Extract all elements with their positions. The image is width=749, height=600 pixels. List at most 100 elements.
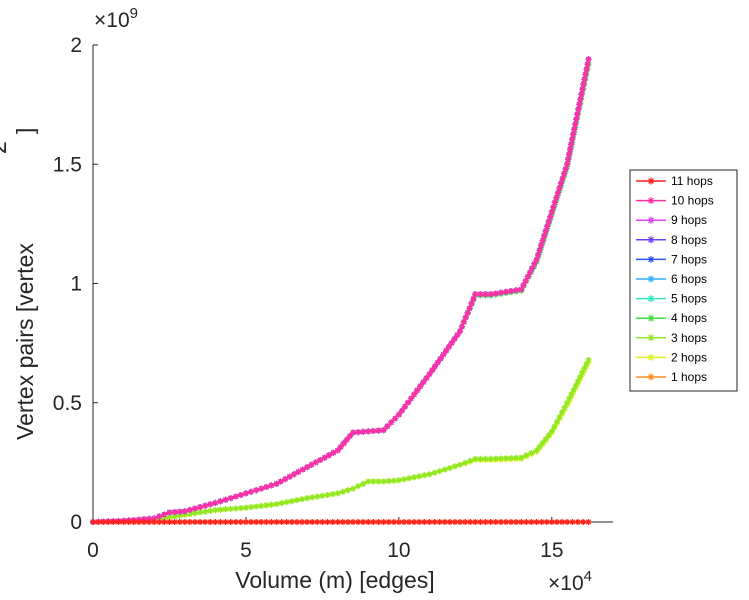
legend-label: 2 hops <box>671 350 707 364</box>
y-tick-label: 1.5 <box>53 153 82 176</box>
data-point <box>277 478 284 485</box>
data-point <box>293 519 300 525</box>
data-point <box>314 519 321 525</box>
data-point <box>227 519 234 525</box>
data-point <box>559 519 566 525</box>
data-point <box>237 491 244 498</box>
data-point <box>437 355 444 362</box>
data-point <box>523 519 530 525</box>
data-point <box>571 126 578 133</box>
data-point <box>207 507 214 514</box>
data-point <box>176 508 183 515</box>
data-point <box>227 505 234 512</box>
data-point <box>299 519 306 525</box>
legend-item-4-hops: 4 hops <box>636 311 707 325</box>
data-point <box>151 519 158 525</box>
data-point <box>232 505 239 512</box>
data-point <box>365 478 372 485</box>
data-point <box>283 519 290 525</box>
y-axis-title-superscript: 2 <box>0 141 11 154</box>
data-point <box>559 409 566 416</box>
data-point <box>197 509 204 516</box>
data-point <box>258 502 265 509</box>
data-point <box>346 433 353 440</box>
data-point <box>585 519 592 525</box>
data-point <box>197 519 204 525</box>
legend-label: 5 hops <box>671 292 707 306</box>
data-point <box>441 519 448 525</box>
data-point <box>248 488 255 495</box>
data-point <box>570 131 577 138</box>
data-point <box>576 373 583 380</box>
data-point <box>171 509 178 516</box>
data-point <box>513 454 520 461</box>
data-point <box>375 478 382 485</box>
data-point <box>375 427 382 434</box>
data-point <box>176 519 183 525</box>
data-point <box>222 496 229 503</box>
legend-marker <box>647 353 655 361</box>
data-point <box>472 291 479 298</box>
data-point <box>421 472 428 479</box>
data-point <box>166 519 173 525</box>
data-point <box>299 496 306 503</box>
data-point <box>492 519 499 525</box>
data-point <box>535 251 542 258</box>
data-point <box>448 339 455 346</box>
data-point <box>355 483 362 490</box>
data-point <box>487 519 494 525</box>
data-point <box>541 232 548 239</box>
data-point <box>464 309 471 316</box>
y-axis-title: Vertex pairs [vertex 2 ] <box>0 128 38 440</box>
data-point <box>202 502 209 509</box>
data-point <box>579 369 586 376</box>
data-point <box>100 519 107 525</box>
data-point <box>564 399 571 406</box>
data-point <box>380 427 387 434</box>
data-point <box>166 514 173 521</box>
data-point <box>548 519 555 525</box>
data-point <box>426 519 433 525</box>
data-point <box>337 443 344 450</box>
data-point <box>482 291 489 298</box>
data-point <box>585 356 592 363</box>
data-point <box>458 323 465 330</box>
legend-item-2-hops: 2 hops <box>636 350 707 364</box>
data-point <box>502 288 509 295</box>
data-point <box>110 519 117 525</box>
data-point <box>585 56 592 63</box>
data-point <box>562 166 569 173</box>
legend-marker <box>647 216 655 224</box>
data-point <box>411 519 418 525</box>
data-point <box>426 471 433 478</box>
data-point <box>508 288 515 295</box>
data-point <box>497 455 504 462</box>
data-point <box>309 519 316 525</box>
data-point <box>293 497 300 504</box>
data-point <box>360 519 367 525</box>
data-point <box>186 511 193 518</box>
data-point <box>253 487 260 494</box>
legend-marker <box>647 236 655 244</box>
data-point <box>191 510 198 517</box>
data-point <box>339 488 346 495</box>
data-point <box>477 455 484 462</box>
data-point <box>344 487 351 494</box>
data-point <box>227 495 234 502</box>
data-point <box>460 318 467 325</box>
data-point <box>462 519 469 525</box>
data-point <box>339 519 346 525</box>
data-point <box>584 61 591 68</box>
data-point <box>288 498 295 505</box>
data-point <box>497 289 504 296</box>
data-point <box>360 428 367 435</box>
y-exponent-label: ×109 <box>94 5 138 32</box>
data-point <box>564 519 571 525</box>
data-point <box>466 305 473 312</box>
data-point <box>431 519 438 525</box>
data-point <box>573 116 580 123</box>
data-point <box>242 490 249 497</box>
data-point <box>572 382 579 389</box>
